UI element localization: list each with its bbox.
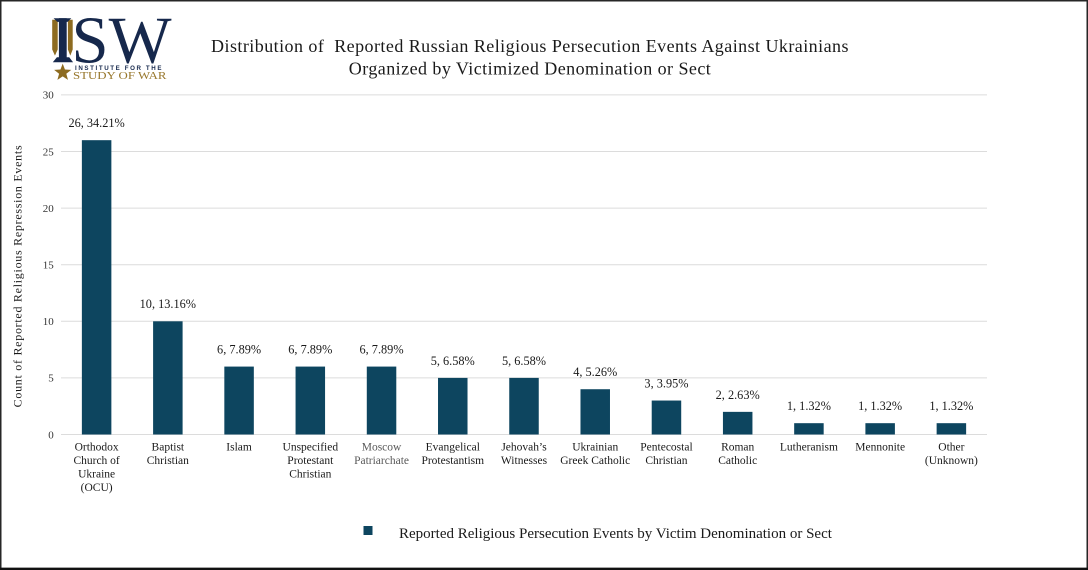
svg-text:6, 7.89%: 6, 7.89%	[360, 342, 404, 356]
svg-text:Greek Catholic: Greek Catholic	[560, 455, 630, 467]
svg-text:6, 7.89%: 6, 7.89%	[288, 342, 332, 356]
svg-text:10: 10	[43, 316, 55, 328]
svg-text:Moscow: Moscow	[362, 442, 402, 454]
svg-text:SW: SW	[72, 4, 173, 78]
svg-text:0: 0	[48, 429, 54, 441]
svg-text:Witnesses: Witnesses	[501, 455, 548, 467]
svg-text:Ukraine: Ukraine	[78, 469, 115, 481]
svg-text:4, 5.26%: 4, 5.26%	[573, 365, 617, 379]
svg-text:Church of: Church of	[73, 455, 119, 467]
svg-text:(Unknown): (Unknown)	[925, 455, 978, 467]
svg-text:20: 20	[43, 203, 55, 215]
svg-text:STUDY OF WAR: STUDY OF WAR	[73, 70, 167, 82]
svg-text:2, 2.63%: 2, 2.63%	[716, 388, 760, 402]
svg-text:3, 3.95%: 3, 3.95%	[644, 376, 688, 390]
svg-text:Jehovah’s: Jehovah’s	[501, 442, 547, 454]
svg-text:5: 5	[48, 373, 54, 385]
svg-text:15: 15	[43, 260, 55, 272]
svg-text:Evangelical: Evangelical	[426, 442, 480, 454]
svg-text:Mennonite: Mennonite	[855, 442, 905, 454]
svg-text:1, 1.32%: 1, 1.32%	[858, 399, 902, 413]
svg-text:Christian: Christian	[289, 469, 331, 481]
svg-text:Count of Reported Religious Re: Count of Reported Religious Repression E…	[11, 145, 25, 408]
svg-text:Pentecostal: Pentecostal	[640, 442, 692, 454]
svg-text:6, 7.89%: 6, 7.89%	[217, 342, 261, 356]
svg-text:Lutheranism: Lutheranism	[780, 442, 838, 454]
svg-text:(OCU): (OCU)	[81, 482, 113, 494]
svg-text:1, 1.32%: 1, 1.32%	[787, 399, 831, 413]
svg-text:Islam: Islam	[226, 442, 252, 454]
svg-text:Reported Religious Persecution: Reported Religious Persecution Events by…	[399, 526, 833, 542]
svg-text:Distribution of Reported Russ: Distribution of Reported Russian Religio…	[211, 36, 849, 56]
svg-text:Organized by Victimized Denomi: Organized by Victimized Denomination or …	[349, 59, 711, 79]
svg-text:Patriarchate: Patriarchate	[354, 455, 409, 467]
svg-text:Unspecified: Unspecified	[283, 442, 339, 454]
svg-text:26, 34.21%: 26, 34.21%	[68, 116, 124, 130]
svg-text:5, 6.58%: 5, 6.58%	[431, 354, 475, 368]
svg-text:5, 6.58%: 5, 6.58%	[502, 354, 546, 368]
svg-text:1, 1.32%: 1, 1.32%	[929, 399, 973, 413]
svg-text:Protestantism: Protestantism	[421, 455, 484, 467]
svg-text:INSTITUTE FOR THE: INSTITUTE FOR THE	[75, 65, 162, 72]
svg-text:Orthodox: Orthodox	[75, 442, 119, 454]
svg-text:30: 30	[43, 90, 55, 102]
svg-text:Baptist: Baptist	[152, 442, 185, 454]
svg-text:Ukrainian: Ukrainian	[572, 442, 618, 454]
svg-text:Protestant: Protestant	[287, 455, 334, 467]
svg-text:25: 25	[43, 146, 55, 158]
svg-text:Other: Other	[938, 442, 964, 454]
svg-text:Christian: Christian	[147, 455, 189, 467]
svg-text:Catholic: Catholic	[718, 455, 757, 467]
svg-text:10, 13.16%: 10, 13.16%	[140, 297, 196, 311]
svg-text:Christian: Christian	[645, 455, 687, 467]
svg-text:Roman: Roman	[721, 442, 754, 454]
